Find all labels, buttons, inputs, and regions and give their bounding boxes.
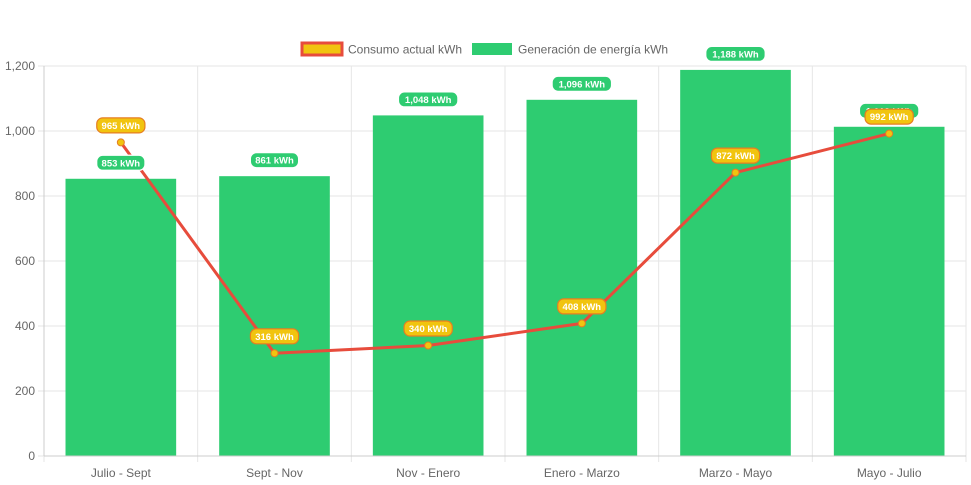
y-tick-label: 0	[28, 449, 35, 463]
bar-data-label-bg	[249, 152, 300, 169]
line-series	[116, 129, 894, 358]
line-data-label-text: 992 kWh	[870, 112, 909, 123]
line-data-label-bg	[864, 108, 914, 125]
line-point-consumo[interactable]	[731, 168, 740, 177]
bar-data-label: 1,188 kWh	[705, 45, 766, 63]
bar-data-label-text: 861 kWh	[255, 156, 294, 167]
x-tick-label: Sept - Nov	[246, 466, 303, 480]
line-data-label-bg	[249, 328, 300, 345]
line-point-consumo[interactable]	[116, 138, 125, 147]
bar-data-labels: 853 kWh 861 kWh 1,048 kWh 1,096 kWh 1,188 kW…	[96, 45, 920, 171]
bar-data-label-bg	[551, 75, 613, 92]
y-tick-label: 400	[15, 319, 35, 333]
bar-data-label-bg	[397, 91, 459, 108]
line-data-label: 872 kWh	[710, 147, 761, 164]
y-tick-label: 200	[15, 384, 35, 398]
line-point-consumo[interactable]	[270, 349, 279, 358]
line-data-label: 408 kWh	[557, 298, 607, 315]
line-point-consumo[interactable]	[577, 319, 586, 328]
bar-generacion[interactable]	[219, 176, 330, 457]
bar-generacion[interactable]	[372, 115, 484, 457]
legend-label-generacion: Generación de energía kWh	[518, 43, 668, 57]
line-data-label: 992 kWh	[864, 108, 914, 125]
grid-lines	[38, 65, 967, 462]
line-point-consumo[interactable]	[885, 129, 894, 138]
line-data-label-text: 872 kWh	[716, 151, 755, 162]
legend-label-consumo: Consumo actual kWh	[348, 43, 462, 57]
line-data-label-text: 965 kWh	[102, 121, 141, 132]
bar-data-label-bg	[705, 45, 766, 63]
line-data-label-bg	[403, 320, 453, 337]
y-tick-label: 600	[15, 254, 35, 268]
bar-series	[65, 69, 945, 457]
bar-data-label-text: 1,048 kWh	[405, 95, 452, 106]
bar-data-label-text: 853 kWh	[102, 158, 141, 169]
bar-data-label-text: 1,188 kWh	[712, 49, 759, 60]
x-tick-label: Marzo - Mayo	[699, 466, 773, 480]
x-tick-label: Mayo - Julio	[857, 466, 922, 480]
line-data-label: 340 kWh	[403, 320, 453, 337]
line-consumo	[119, 132, 890, 355]
line-data-label-bg	[557, 298, 607, 315]
legend-swatch-consumo	[300, 41, 344, 57]
line-data-labels: 965 kWh 316 kWh 340 kWh 408 kWh 872 kWh 992 k…	[96, 108, 914, 345]
bar-data-label: 1,048 kWh	[397, 91, 459, 108]
legend: Consumo actual kWh Generación de energía…	[300, 41, 668, 57]
bar-data-label-bg	[96, 154, 146, 171]
bar-data-label: 1,096 kWh	[551, 75, 613, 92]
bar-generacion[interactable]	[833, 126, 945, 457]
line-point-consumo[interactable]	[424, 341, 433, 350]
line-data-label-bg	[96, 117, 146, 134]
line-data-label-bg	[710, 147, 761, 164]
bar-generacion[interactable]	[526, 99, 638, 457]
line-data-label-text: 316 kWh	[255, 332, 294, 343]
bar-generacion[interactable]	[65, 178, 177, 456]
line-data-label: 316 kWh	[249, 328, 300, 345]
bar-data-label: 861 kWh	[249, 152, 300, 169]
x-tick-label: Nov - Enero	[396, 466, 460, 480]
bar-data-label: 853 kWh	[96, 154, 146, 171]
y-tick-label: 1,000	[5, 124, 35, 138]
x-tick-label: Enero - Marzo	[544, 466, 620, 480]
bar-generacion[interactable]	[680, 69, 791, 457]
y-tick-label: 800	[15, 189, 35, 203]
line-data-label: 965 kWh	[96, 117, 146, 134]
line-data-label-text: 340 kWh	[409, 324, 448, 335]
legend-item-consumo[interactable]: Consumo actual kWh	[300, 41, 462, 57]
y-tick-label: 1,200	[5, 59, 35, 73]
legend-item-generacion[interactable]: Generación de energía kWh	[472, 43, 668, 57]
axes: 0 200 400 600 800 1,000 1,200 Julio - Sept Sept …	[5, 59, 966, 480]
x-tick-label: Julio - Sept	[91, 466, 152, 480]
bar-data-label-text: 1,096 kWh	[559, 79, 606, 90]
line-data-label-text: 408 kWh	[563, 302, 602, 313]
legend-swatch-generacion	[472, 43, 512, 55]
